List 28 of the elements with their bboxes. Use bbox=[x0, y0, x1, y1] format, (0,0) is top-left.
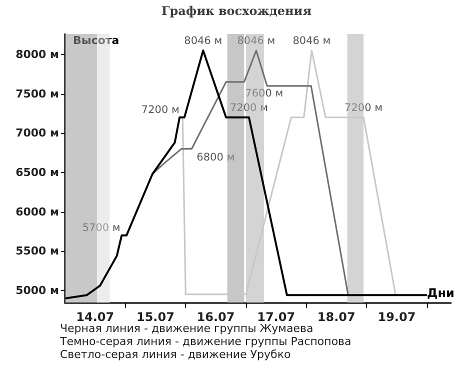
y-axis-title: Высота bbox=[73, 34, 120, 47]
annotation: 7200 м bbox=[141, 104, 180, 116]
x-tick-label: 18.07 bbox=[317, 310, 356, 324]
x-axis-title: Дни bbox=[427, 286, 454, 300]
y-tick-label: 7000 м bbox=[16, 126, 60, 140]
y-tick-label: 6500 м bbox=[16, 166, 60, 179]
x-tick-label: 16.07 bbox=[196, 310, 235, 324]
text: Светло-серая линия - движение Урубко bbox=[60, 348, 291, 361]
y-tick-label: 7500 м bbox=[16, 87, 60, 100]
annotation: 7600 м bbox=[245, 87, 284, 100]
y-tick-label: 5000 м bbox=[16, 284, 60, 297]
y-tick-label: 8000 м bbox=[16, 48, 60, 61]
text: Черная линия - движение группы Жумаева bbox=[60, 322, 314, 335]
annotation: 5700 м bbox=[82, 222, 120, 234]
y-tick-label: 5500 м bbox=[16, 244, 60, 258]
annotation: 7200 м bbox=[230, 102, 268, 114]
x-tick-label: 14.07 bbox=[76, 310, 114, 324]
text: Темно-серая линия - движение группы Распопова bbox=[59, 335, 352, 348]
y-tick-label: 6000 м bbox=[16, 205, 60, 218]
annotation: 8046 м bbox=[237, 35, 276, 48]
annotation: 6800 м bbox=[196, 151, 235, 164]
x-tick-label: 19.07 bbox=[378, 310, 416, 324]
annotation: 8046 м bbox=[292, 35, 331, 48]
annotation: 7200 м bbox=[344, 102, 383, 114]
annotation: 8046 м bbox=[184, 35, 222, 48]
chart-title: График восхождения bbox=[161, 4, 312, 18]
x-tick-label: 17.07 bbox=[257, 310, 296, 324]
x-tick-label: 15.07 bbox=[136, 310, 174, 324]
